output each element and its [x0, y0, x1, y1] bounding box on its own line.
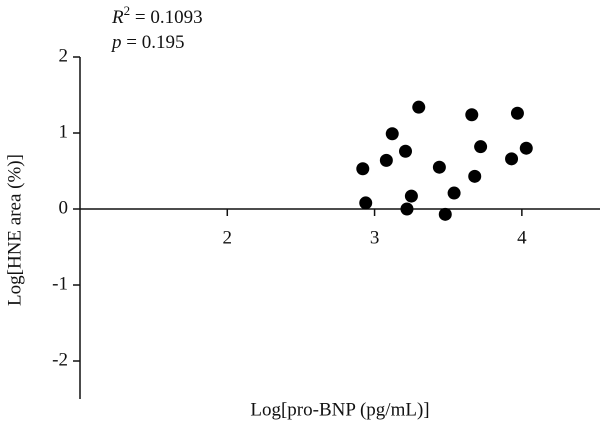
- x-tick-label: 2: [223, 227, 233, 248]
- point: [400, 202, 414, 216]
- annotation-var: R: [111, 7, 124, 28]
- y-tick-label: 1: [59, 121, 69, 142]
- annotation-text: = 0.195: [122, 32, 185, 53]
- y-tick-label: 0: [59, 197, 69, 218]
- point: [399, 144, 413, 158]
- x-tick-label: 3: [370, 227, 380, 248]
- annotation-sup: 2: [124, 3, 131, 18]
- point: [359, 196, 373, 210]
- x-axis-label: Log[pro-BNP (pg/mL)]: [250, 399, 429, 420]
- point: [438, 207, 452, 221]
- point: [379, 153, 393, 167]
- point: [474, 140, 488, 154]
- y-axis-label: Log[HNE area (%)]: [4, 154, 25, 306]
- point: [465, 108, 479, 122]
- y-tick-label: -1: [52, 273, 68, 294]
- x-tick-label: 4: [517, 227, 527, 248]
- point: [447, 186, 461, 200]
- point: [505, 152, 519, 166]
- point: [385, 127, 399, 141]
- point: [468, 169, 482, 183]
- annotation-var: p: [110, 32, 122, 53]
- point: [412, 100, 426, 114]
- y-tick-label: 2: [59, 45, 69, 66]
- annotation: p = 0.195: [110, 32, 184, 53]
- point: [519, 141, 533, 155]
- point: [356, 162, 370, 176]
- point: [510, 106, 524, 120]
- point: [404, 189, 418, 203]
- y-tick-label: -2: [52, 349, 68, 370]
- point: [432, 160, 446, 174]
- annotation-text: = 0.1093: [130, 7, 202, 28]
- annotation: R2 = 0.1093: [111, 3, 203, 28]
